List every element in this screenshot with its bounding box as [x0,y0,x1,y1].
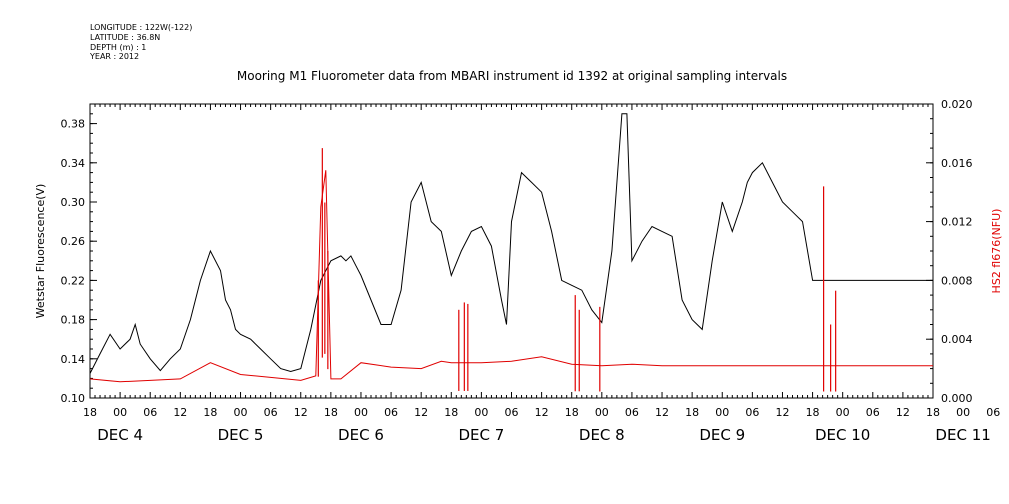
x-day-label: DEC 5 [218,426,264,444]
tick-labels: 18 00 06 12 18 00 06 12 18 00 06 12 18 00 06 12 18 00 06 12… [61,98,1001,444]
x-day-label: DEC 4 [97,426,143,444]
x-tick-label: 18 [324,406,338,419]
y-tick-label: 0.18 [61,314,86,327]
x-tick-label: 12 [535,406,549,419]
x-tick-label: 18 [83,406,97,419]
y2-tick-label: 0.020 [941,98,973,111]
x-tick-label: 06 [986,406,1000,419]
y-tick-label: 0.38 [61,118,86,131]
axis-ticks [89,103,934,399]
x-day-label: DEC 6 [338,426,384,444]
y-tick-label: 0.26 [61,235,86,248]
x-tick-label: 18 [685,406,699,419]
x-tick-label: 12 [775,406,789,419]
y2-tick-label: 0.004 [941,333,973,346]
hs2-series-line [89,170,933,383]
y2-axis-title: HS2 fl676(NFU) [990,209,1003,294]
x-day-label: DEC 8 [579,426,625,444]
x-tick-label: 06 [384,406,398,419]
depth-text: DEPTH (m) : 1 [90,43,146,52]
x-tick-label: 00 [715,406,729,419]
x-tick-label: 12 [896,406,910,419]
x-tick-label: 00 [474,406,488,419]
x-tick-label: 12 [414,406,428,419]
y2-tick-label: 0.016 [941,157,973,170]
x-tick-label: 12 [173,406,187,419]
x-tick-label: 18 [926,406,940,419]
y2-tick-label: 0.012 [941,216,973,229]
x-tick-label: 18 [203,406,217,419]
x-tick-label: 06 [143,406,157,419]
latitude-text: LATITUDE : 36.8N [90,33,160,42]
x-tick-label: 06 [625,406,639,419]
chart-title: Mooring M1 Fluorometer data from MBARI i… [237,69,787,83]
y-tick-label: 0.30 [61,196,86,209]
x-tick-label: 00 [234,406,248,419]
x-day-label: DEC 9 [699,426,745,444]
x-tick-label: 00 [595,406,609,419]
x-day-label: DEC 10 [815,426,870,444]
y-tick-label: 0.14 [61,353,86,366]
y2-tick-label: 0.000 [941,392,973,405]
y-tick-label: 0.10 [61,392,86,405]
y-tick-label: 0.22 [61,274,86,287]
y2-tick-label: 0.008 [941,274,973,287]
x-tick-label: 12 [655,406,669,419]
x-tick-label: 06 [866,406,880,419]
x-tick-label: 18 [565,406,579,419]
y-tick-label: 0.34 [61,157,86,170]
x-tick-label: 00 [956,406,970,419]
longitude-text: LONGITUDE : 122W(-122) [90,23,192,32]
x-day-label: DEC 7 [458,426,504,444]
x-tick-label: 18 [806,406,820,419]
x-tick-label: 18 [444,406,458,419]
x-tick-label: 00 [836,406,850,419]
x-tick-label: 00 [354,406,368,419]
series-layer [89,113,933,392]
x-tick-label: 12 [294,406,308,419]
plot-frame [89,103,934,399]
y-axis-title: Wetstar Fluorescence(V) [34,184,47,319]
year-text: YEAR : 2012 [89,52,139,61]
x-day-label: DEC 11 [935,426,990,444]
x-tick-label: 06 [505,406,519,419]
wetstar-series-line [89,113,933,374]
metadata-block: LONGITUDE : 122W(-122) LATITUDE : 36.8N … [89,23,192,61]
x-tick-label: 06 [745,406,759,419]
x-tick-label: 00 [113,406,127,419]
x-tick-label: 06 [264,406,278,419]
